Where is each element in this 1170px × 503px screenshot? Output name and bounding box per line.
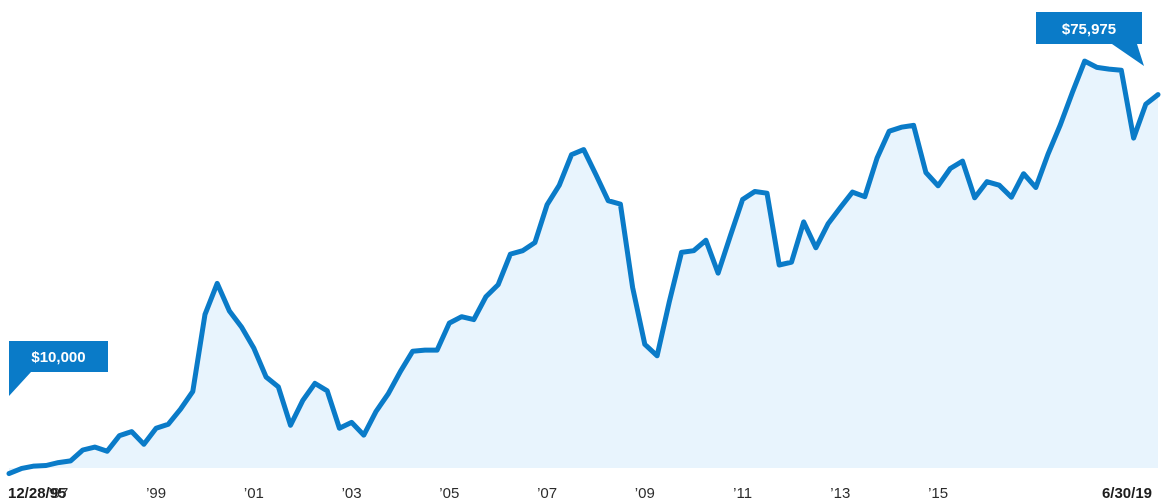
series-line <box>6 58 1161 477</box>
x-tick-label: 6/30/19 <box>1102 485 1152 502</box>
start-callout-box <box>9 341 108 396</box>
x-tick-label: ’07 <box>537 485 557 502</box>
x-tick-label: ’11 <box>733 485 752 502</box>
x-tick-label: ’99 <box>146 485 166 502</box>
end-value-callout: $75,975 <box>1036 12 1144 66</box>
x-tick-label: ’05 <box>439 485 459 502</box>
start-value-label: $10,000 <box>31 349 85 366</box>
x-axis-ticks: 12/28/95’97 ’99 ’01 ’03 ’05 ’07 ’09 ’11 ’13 ’15 6/… <box>8 485 1152 502</box>
end-callout-box <box>1036 12 1144 66</box>
x-tick-label: ’13 <box>830 485 850 502</box>
x-tick-label: ’01 <box>244 485 264 502</box>
x-tick-label: ’15 <box>928 485 948 502</box>
area-fill <box>9 61 1158 474</box>
end-value-label: $75,975 <box>1062 21 1116 38</box>
x-tick-label: ’97 <box>48 485 68 502</box>
x-tick-label: ’03 <box>342 485 362 502</box>
x-tick-label: 12/28/95 <box>8 485 66 502</box>
x-tick-label: ’09 <box>635 485 655 502</box>
start-value-callout: $10,000 <box>9 341 108 396</box>
